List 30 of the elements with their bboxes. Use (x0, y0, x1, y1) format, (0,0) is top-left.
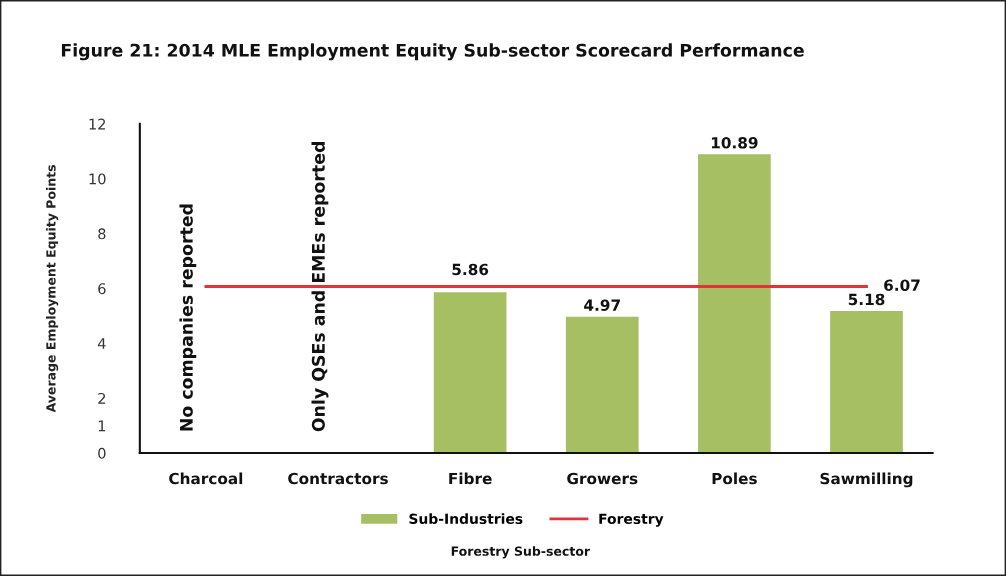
x-tick-label: Contractors (288, 472, 388, 485)
chart-title: Figure 21: 2014 MLE Employment Equity Sub-sector Scorecard Performance (61, 43, 804, 61)
data-label: 5.18 (848, 293, 885, 306)
legend-label: Forestry (599, 513, 664, 527)
y-tick-label: 6 (98, 283, 106, 295)
y-tick-label: 0 (98, 447, 106, 459)
data-label: 4.97 (584, 299, 620, 311)
annotation: Only QSEs and EMEs reported (311, 142, 329, 432)
y-tick-label: 12 (89, 118, 106, 130)
x-tick-label: Sawmilling (820, 472, 913, 488)
data-label: 5.86 (452, 263, 489, 276)
y-tick-label: 4 (97, 338, 106, 349)
data-label: 6.07 (884, 279, 920, 291)
x-axis-title: Forestry Sub-sector (451, 546, 591, 559)
bar (565, 316, 639, 454)
bar (698, 154, 771, 454)
y-tick-label: 1 (98, 420, 106, 432)
y-tick-label: 10 (89, 173, 106, 185)
x-tick-label: Fibre (449, 472, 492, 485)
legend-label: Sub-Industries (409, 513, 523, 525)
y-tick-label: 8 (98, 228, 106, 240)
x-tick-label: Charcoal (169, 472, 243, 485)
y-axis-title: Average Employment Equity Points (45, 165, 59, 413)
x-tick-label: Poles (712, 472, 757, 485)
bar (830, 310, 903, 454)
annotation: No companies reported (179, 204, 197, 431)
x-tick-label: Growers (567, 472, 638, 485)
y-tick-label: 2 (98, 392, 106, 404)
bar (433, 292, 507, 454)
data-label: 10.89 (711, 137, 758, 149)
